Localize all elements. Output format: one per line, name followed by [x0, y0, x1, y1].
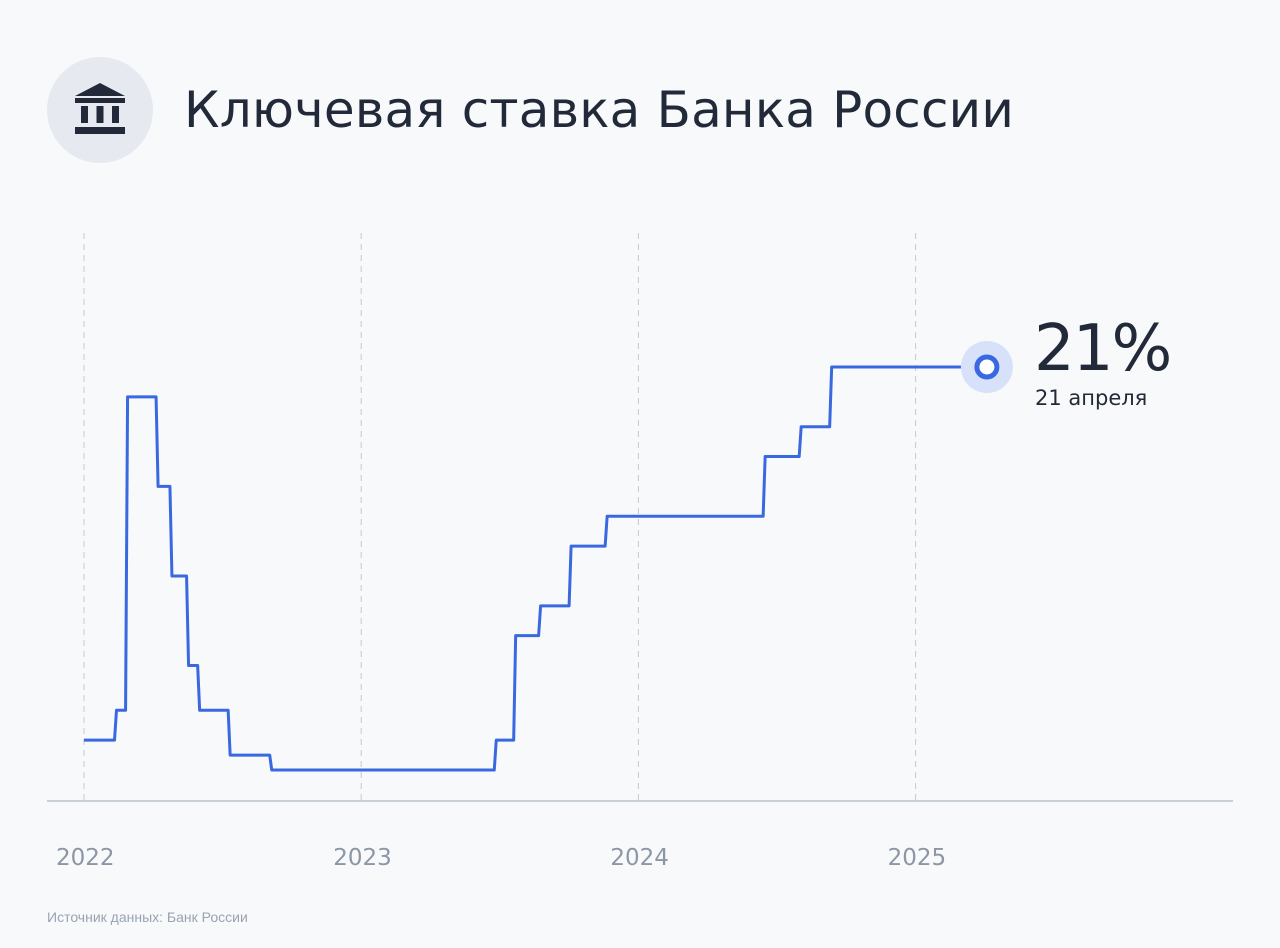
chart-title: Ключевая ставка Банка России — [184, 81, 1015, 139]
x-tick-label-2024: 2024 — [610, 845, 669, 871]
end-marker — [974, 354, 1000, 380]
x-tick-label-2025: 2025 — [888, 845, 947, 871]
chart-header: Ключевая ставка Банка России — [47, 57, 1014, 163]
x-tick-label-2022: 2022 — [56, 845, 115, 871]
latest-rate-date: 21 апреля — [1035, 386, 1148, 410]
bank-logo — [47, 57, 153, 163]
latest-rate-value: 21% — [1034, 312, 1172, 386]
bank-building-icon — [75, 83, 125, 134]
x-tick-label-2023: 2023 — [333, 845, 392, 871]
data-source-note: Источник данных: Банк России — [47, 909, 248, 925]
key-rate-line — [84, 365, 987, 772]
